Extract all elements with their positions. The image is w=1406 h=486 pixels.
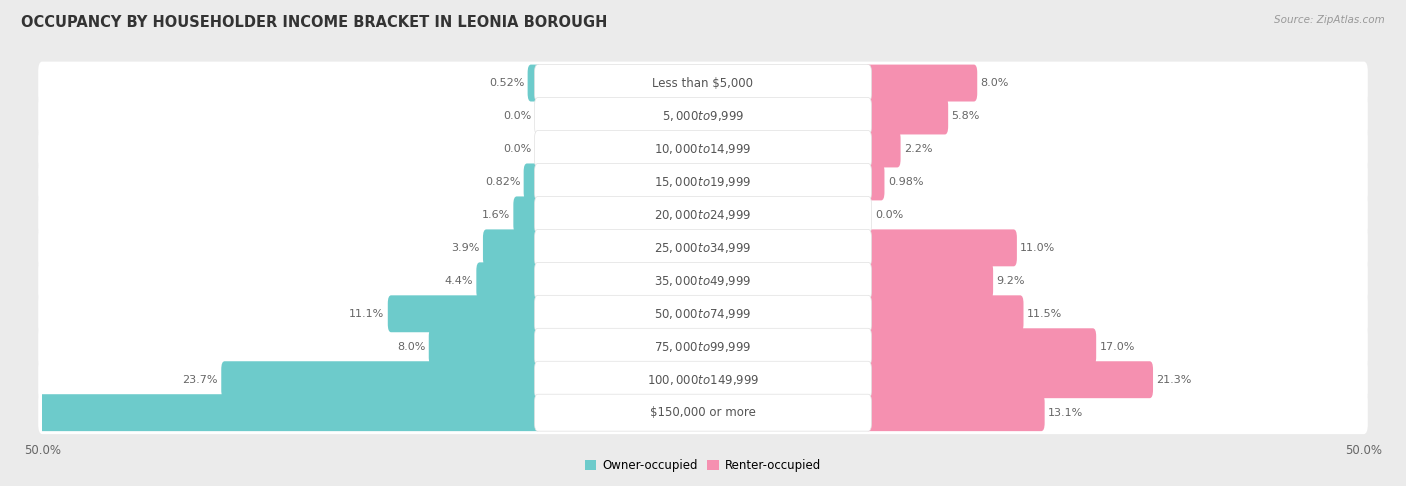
Text: $15,000 to $19,999: $15,000 to $19,999 xyxy=(654,175,752,189)
FancyBboxPatch shape xyxy=(534,131,872,168)
FancyBboxPatch shape xyxy=(865,131,901,168)
Text: $35,000 to $49,999: $35,000 to $49,999 xyxy=(654,274,752,288)
Text: $5,000 to $9,999: $5,000 to $9,999 xyxy=(662,109,744,123)
FancyBboxPatch shape xyxy=(513,196,541,233)
FancyBboxPatch shape xyxy=(865,295,1024,332)
FancyBboxPatch shape xyxy=(482,229,541,266)
FancyBboxPatch shape xyxy=(534,98,872,135)
Text: 17.0%: 17.0% xyxy=(1099,342,1135,352)
FancyBboxPatch shape xyxy=(534,361,872,398)
Text: 5.8%: 5.8% xyxy=(952,111,980,121)
FancyBboxPatch shape xyxy=(38,260,1368,302)
FancyBboxPatch shape xyxy=(38,226,1368,269)
FancyBboxPatch shape xyxy=(534,262,872,299)
FancyBboxPatch shape xyxy=(534,196,872,233)
Text: $20,000 to $24,999: $20,000 to $24,999 xyxy=(654,208,752,222)
Text: $75,000 to $99,999: $75,000 to $99,999 xyxy=(654,340,752,354)
FancyBboxPatch shape xyxy=(38,325,1368,368)
Text: 0.52%: 0.52% xyxy=(489,78,524,88)
Text: Less than $5,000: Less than $5,000 xyxy=(652,76,754,89)
Text: 11.5%: 11.5% xyxy=(1026,309,1062,319)
Text: 23.7%: 23.7% xyxy=(183,375,218,385)
FancyBboxPatch shape xyxy=(865,394,1045,431)
Text: 0.82%: 0.82% xyxy=(485,177,520,187)
Text: OCCUPANCY BY HOUSEHOLDER INCOME BRACKET IN LEONIA BOROUGH: OCCUPANCY BY HOUSEHOLDER INCOME BRACKET … xyxy=(21,15,607,30)
FancyBboxPatch shape xyxy=(865,361,1153,398)
Text: $10,000 to $14,999: $10,000 to $14,999 xyxy=(654,142,752,156)
FancyBboxPatch shape xyxy=(429,328,541,365)
FancyBboxPatch shape xyxy=(534,394,872,431)
FancyBboxPatch shape xyxy=(534,65,872,102)
Legend: Owner-occupied, Renter-occupied: Owner-occupied, Renter-occupied xyxy=(579,454,827,477)
Text: 8.0%: 8.0% xyxy=(396,342,426,352)
FancyBboxPatch shape xyxy=(523,163,541,200)
FancyBboxPatch shape xyxy=(477,262,541,299)
FancyBboxPatch shape xyxy=(0,394,541,431)
Text: $100,000 to $149,999: $100,000 to $149,999 xyxy=(647,373,759,387)
FancyBboxPatch shape xyxy=(38,127,1368,171)
Text: $50,000 to $74,999: $50,000 to $74,999 xyxy=(654,307,752,321)
FancyBboxPatch shape xyxy=(38,95,1368,138)
FancyBboxPatch shape xyxy=(388,295,541,332)
FancyBboxPatch shape xyxy=(865,328,1097,365)
FancyBboxPatch shape xyxy=(527,65,541,102)
Text: 0.98%: 0.98% xyxy=(887,177,924,187)
Text: Source: ZipAtlas.com: Source: ZipAtlas.com xyxy=(1274,15,1385,25)
FancyBboxPatch shape xyxy=(38,160,1368,203)
FancyBboxPatch shape xyxy=(534,328,872,365)
Text: 3.9%: 3.9% xyxy=(451,243,479,253)
FancyBboxPatch shape xyxy=(865,163,884,200)
FancyBboxPatch shape xyxy=(534,229,872,266)
FancyBboxPatch shape xyxy=(865,65,977,102)
Text: 21.3%: 21.3% xyxy=(1156,375,1192,385)
FancyBboxPatch shape xyxy=(38,193,1368,236)
FancyBboxPatch shape xyxy=(38,62,1368,104)
Text: $25,000 to $34,999: $25,000 to $34,999 xyxy=(654,241,752,255)
Text: $150,000 or more: $150,000 or more xyxy=(650,406,756,419)
Text: 0.0%: 0.0% xyxy=(503,144,531,154)
FancyBboxPatch shape xyxy=(38,358,1368,401)
FancyBboxPatch shape xyxy=(38,391,1368,434)
FancyBboxPatch shape xyxy=(865,98,948,135)
FancyBboxPatch shape xyxy=(534,163,872,200)
FancyBboxPatch shape xyxy=(865,262,993,299)
FancyBboxPatch shape xyxy=(38,293,1368,335)
Text: 2.2%: 2.2% xyxy=(904,144,932,154)
Text: 11.0%: 11.0% xyxy=(1021,243,1056,253)
FancyBboxPatch shape xyxy=(534,295,872,332)
FancyBboxPatch shape xyxy=(221,361,541,398)
Text: 8.0%: 8.0% xyxy=(980,78,1010,88)
Text: 1.6%: 1.6% xyxy=(482,210,510,220)
Text: 9.2%: 9.2% xyxy=(997,276,1025,286)
Text: 11.1%: 11.1% xyxy=(349,309,384,319)
FancyBboxPatch shape xyxy=(865,229,1017,266)
Text: 4.4%: 4.4% xyxy=(444,276,472,286)
Text: 0.0%: 0.0% xyxy=(875,210,903,220)
Text: 0.0%: 0.0% xyxy=(503,111,531,121)
Text: 13.1%: 13.1% xyxy=(1047,408,1083,417)
